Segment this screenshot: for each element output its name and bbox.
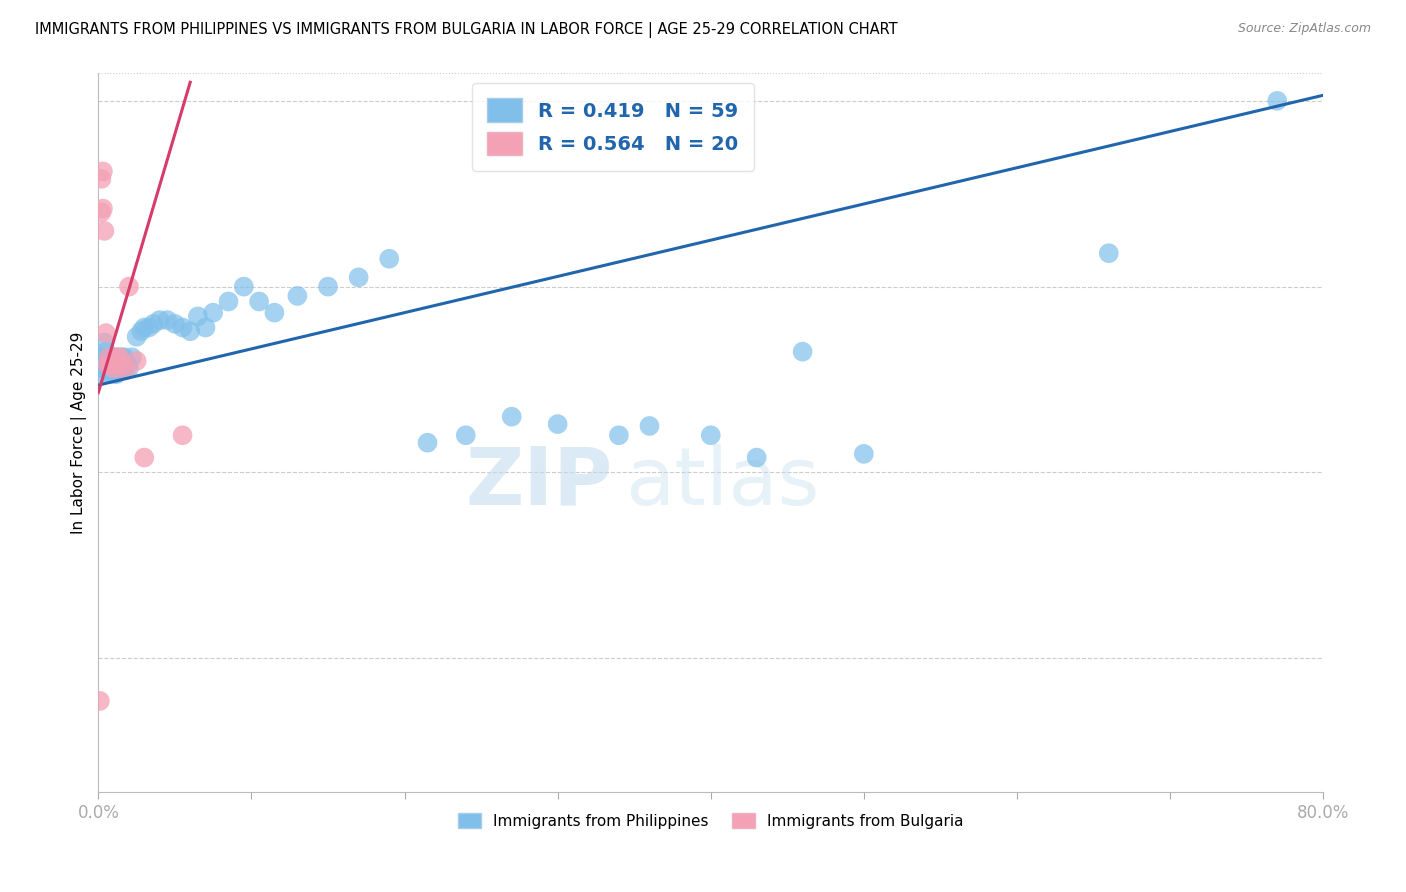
Point (110, 350, 132, 364)
Point (638, 419, 661, 434)
Point (100, 367, 122, 381)
Point (93, 224, 115, 238)
Point (156, 313, 179, 327)
Point (316, 279, 339, 293)
Point (121, 350, 143, 364)
Point (149, 313, 172, 327)
Y-axis label: In Labor Force | Age 25-29: In Labor Force | Age 25-29 (72, 331, 87, 533)
Point (125, 330, 148, 344)
Point (187, 310, 209, 324)
Point (745, 450, 768, 465)
Point (125, 354, 148, 368)
Point (105, 350, 128, 364)
Point (104, 367, 127, 381)
Point (134, 450, 156, 465)
Point (218, 294, 240, 309)
Point (101, 350, 124, 364)
Point (1098, 246, 1121, 260)
Point (700, 428, 723, 442)
Point (501, 409, 523, 424)
Text: atlas: atlas (626, 444, 820, 522)
Point (118, 361, 141, 376)
Point (91, 202, 114, 216)
Point (287, 289, 309, 303)
Point (96, 358, 118, 372)
Point (94, 344, 117, 359)
Legend: Immigrants from Philippines, Immigrants from Bulgaria: Immigrants from Philippines, Immigrants … (453, 806, 970, 835)
Point (1265, 94, 1288, 108)
Point (129, 324, 152, 338)
Point (101, 358, 124, 372)
Point (91, 350, 114, 364)
Point (108, 350, 131, 364)
Point (103, 358, 125, 372)
Point (232, 279, 254, 293)
Point (172, 428, 194, 442)
Point (111, 358, 134, 372)
Point (112, 350, 135, 364)
Point (115, 363, 138, 377)
Point (98, 350, 121, 364)
Point (247, 294, 270, 309)
Point (91, 164, 114, 178)
Point (101, 361, 124, 376)
Point (107, 361, 129, 376)
Point (163, 317, 186, 331)
Point (108, 358, 131, 372)
Point (202, 305, 225, 319)
Point (263, 305, 285, 319)
Point (416, 435, 439, 450)
Point (172, 320, 194, 334)
Point (138, 320, 160, 334)
Point (454, 428, 477, 442)
Point (100, 358, 122, 372)
Point (547, 417, 569, 431)
Point (347, 270, 370, 285)
Point (90, 205, 112, 219)
Point (90, 367, 112, 381)
Point (378, 252, 401, 266)
Point (103, 361, 125, 376)
Point (90, 172, 112, 186)
Point (179, 324, 201, 338)
Point (194, 320, 217, 334)
Text: ZIP: ZIP (465, 444, 613, 522)
Point (96, 361, 118, 376)
Point (105, 367, 128, 381)
Point (117, 358, 139, 372)
Point (134, 320, 156, 334)
Point (94, 326, 117, 340)
Point (98, 350, 121, 364)
Text: IMMIGRANTS FROM PHILIPPINES VS IMMIGRANTS FROM BULGARIA IN LABOR FORCE | AGE 25-: IMMIGRANTS FROM PHILIPPINES VS IMMIGRANT… (35, 22, 898, 38)
Point (93, 358, 115, 372)
Point (115, 354, 138, 368)
Point (93, 335, 115, 350)
Point (89, 694, 111, 708)
Text: Source: ZipAtlas.com: Source: ZipAtlas.com (1237, 22, 1371, 36)
Point (118, 279, 141, 293)
Point (111, 363, 134, 377)
Point (105, 350, 128, 364)
Point (792, 344, 814, 359)
Point (110, 363, 132, 377)
Point (94, 363, 117, 377)
Point (607, 428, 630, 442)
Point (142, 317, 165, 331)
Point (100, 350, 122, 364)
Point (852, 447, 875, 461)
